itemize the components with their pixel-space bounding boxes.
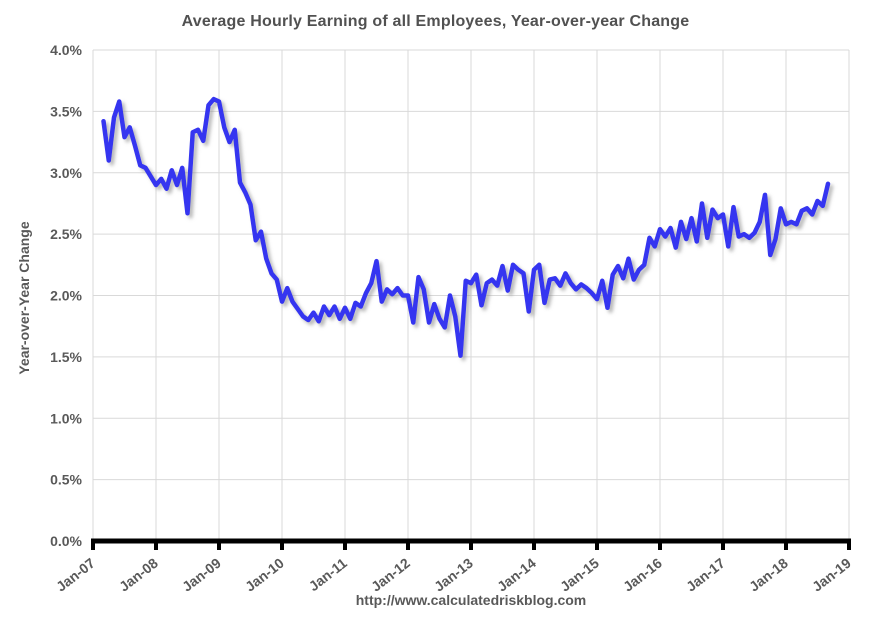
y-tick-labels: 0.0% 0.5% 1.0% 1.5% 2.0% 2.5% 3.0% 3.5% 4.0% [50,42,82,549]
x-tick-label: Jan-12 [368,555,413,595]
x-tick-label: Jan-09 [179,555,224,595]
data-line [101,96,831,358]
y-tick-label: 1.0% [50,410,82,426]
x-tick-label: Jan-10 [242,555,287,595]
x-tick-label: Jan-11 [306,555,350,595]
x-tick-label: Jan-08 [116,555,161,595]
x-tick-label: Jan-16 [620,555,665,595]
y-tick-label: 3.5% [50,103,82,119]
chart-title: Average Hourly Earning of all Employees,… [181,13,690,30]
y-tick-label: 2.0% [50,288,82,304]
x-tick-labels: Jan-07 Jan-08 Jan-09 Jan-10 Jan-11 Jan-12 Jan-… [53,555,854,595]
x-tick-label: Jan-07 [53,555,98,595]
x-axis [91,538,851,550]
x-tick-label: Jan-14 [494,555,539,595]
y-tick-label: 1.5% [50,349,82,365]
y-tick-label: 3.0% [50,165,82,181]
footer-url: http://www.calculatedriskblog.com [355,592,587,608]
y-tick-label: 2.5% [50,226,82,242]
x-tick-label: Jan-19 [809,555,854,595]
x-tick-label: Jan-18 [746,555,791,595]
x-tick-label: Jan-17 [683,555,728,595]
y-tick-label: 0.5% [50,472,82,488]
y-tick-label: 4.0% [50,42,82,58]
x-tick-label: Jan-13 [431,555,476,595]
gridlines [92,49,850,541]
x-tick-label: Jan-15 [557,555,602,595]
y-tick-label: 0.0% [50,533,82,549]
